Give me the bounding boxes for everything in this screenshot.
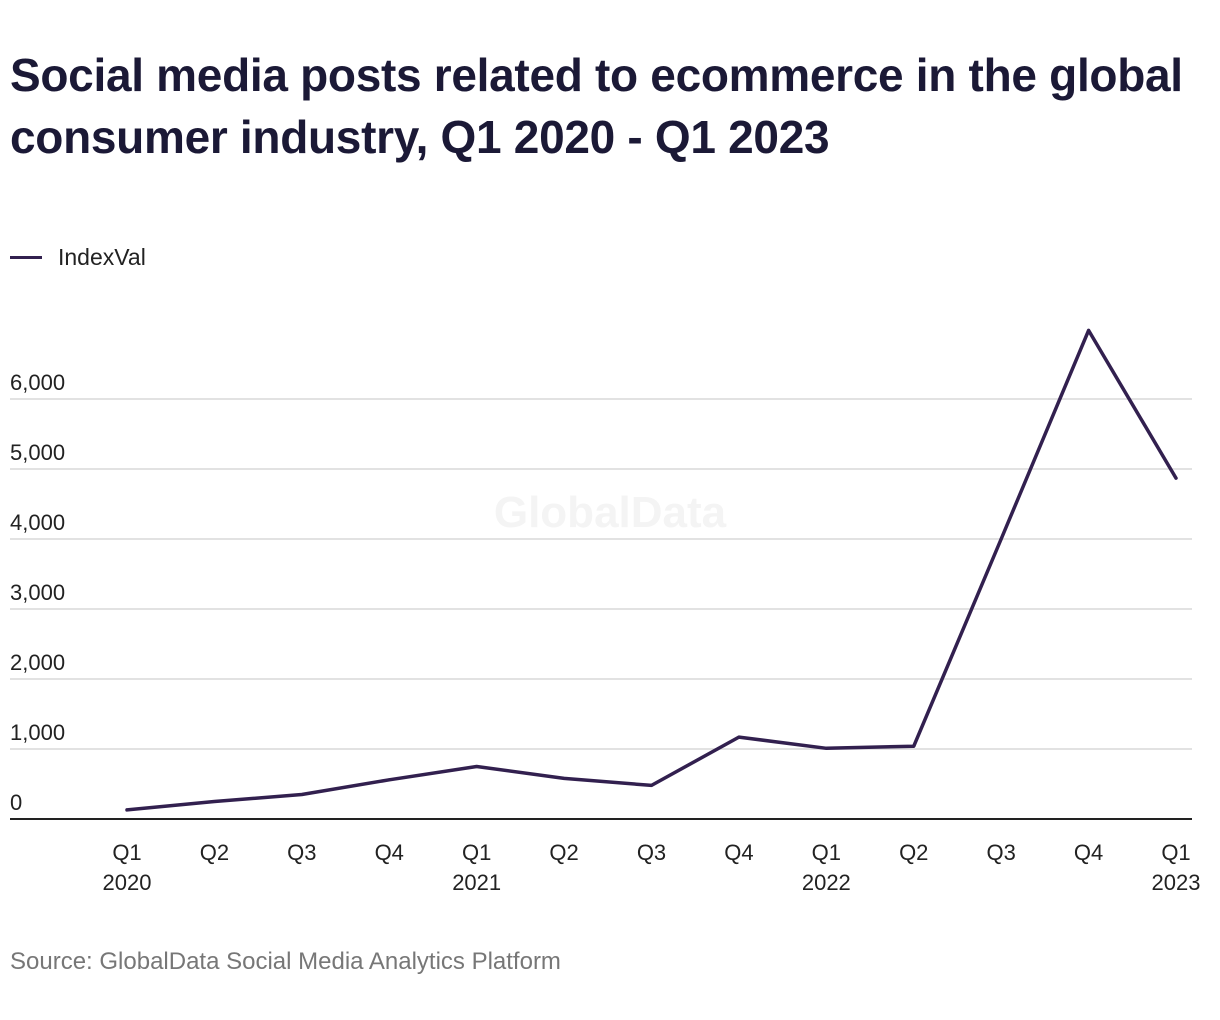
data-point xyxy=(212,800,216,803)
data-point xyxy=(300,793,304,796)
data-point xyxy=(824,746,828,750)
x-axis-tick-labels: Q1 2020 Q2 Q3 Q4 Q1 2021 Q2 Q3 Q4 Q1 2022 Q2 Q3 Q4 Q1 20… xyxy=(103,840,1201,895)
x-tick-label: Q2 xyxy=(200,840,229,865)
legend-label: IndexVal xyxy=(58,244,146,270)
x-tick-year-label: 2023 xyxy=(1152,870,1201,895)
data-point xyxy=(1087,328,1091,332)
x-tick-label: Q1 xyxy=(462,840,491,865)
y-tick-label: 4,000 xyxy=(10,510,65,535)
x-tick-label: Q4 xyxy=(724,840,753,865)
data-point xyxy=(737,735,741,739)
x-tick-year-label: 2020 xyxy=(103,870,152,895)
data-point xyxy=(912,744,916,748)
x-tick-label: Q2 xyxy=(899,840,928,865)
y-tick-label: 1,000 xyxy=(10,720,65,745)
legend: IndexVal xyxy=(10,244,146,271)
chart-title: Social media posts related to ecommerce … xyxy=(10,49,1183,163)
legend-swatch xyxy=(10,256,42,259)
data-point xyxy=(650,783,653,787)
data-point xyxy=(475,765,479,768)
y-tick-label: 2,000 xyxy=(10,650,65,675)
x-tick-label: Q3 xyxy=(637,840,666,865)
x-tick-label: Q2 xyxy=(549,840,578,865)
y-axis-tick-labels: 0 1,000 2,000 3,000 4,000 5,000 6,000 xyxy=(10,370,65,815)
x-tick-label: Q4 xyxy=(1074,840,1103,865)
source-note: Source: GlobalData Social Media Analytic… xyxy=(10,948,561,975)
x-tick-label: Q4 xyxy=(375,840,404,865)
y-tick-label: 6,000 xyxy=(10,370,65,395)
gridlines xyxy=(10,398,1192,750)
data-point xyxy=(1174,476,1178,480)
series-layer xyxy=(125,328,1178,812)
data-point xyxy=(562,776,566,780)
series-line-IndexVal xyxy=(125,328,1178,812)
y-tick-label: 3,000 xyxy=(10,580,65,605)
x-tick-label: Q1 xyxy=(112,840,141,865)
x-tick-label: Q1 xyxy=(1161,840,1190,865)
x-tick-year-label: 2022 xyxy=(802,870,851,895)
y-tick-label: 0 xyxy=(10,790,22,815)
x-tick-label: Q3 xyxy=(986,840,1015,865)
data-point xyxy=(387,778,391,782)
y-tick-label: 5,000 xyxy=(10,440,65,465)
x-tick-label: Q1 xyxy=(812,840,841,865)
watermark: GlobalData xyxy=(494,488,727,537)
x-tick-label: Q3 xyxy=(287,840,316,865)
data-point xyxy=(999,537,1003,541)
x-tick-year-label: 2021 xyxy=(452,870,501,895)
data-point xyxy=(125,808,129,812)
